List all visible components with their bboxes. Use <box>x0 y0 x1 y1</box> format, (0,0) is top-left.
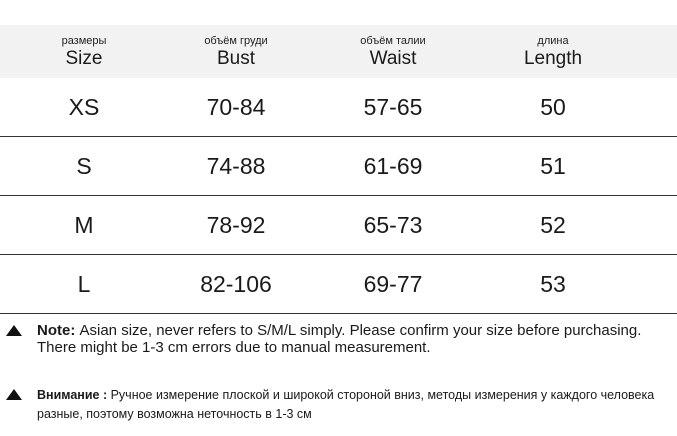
cell-waist: 69-77 <box>363 271 423 297</box>
cell-bust: 70-84 <box>206 94 266 120</box>
header-waist-ru: объём талии <box>360 35 426 47</box>
cell-bust: 78-92 <box>206 212 266 238</box>
note-text-ru: Ручное измерение плоской и широкой сторо… <box>37 388 655 421</box>
table-row: M 78-92 65-73 52 <box>0 196 677 255</box>
note-text: Asian size, never refers to S/M/L simply… <box>37 322 642 356</box>
cell-length: 53 <box>540 271 566 297</box>
table-row: XS 70-84 57-65 50 <box>0 78 677 137</box>
header-bust: объём груди Bust <box>204 25 267 78</box>
cell-bust: 82-106 <box>200 271 272 297</box>
cell-waist: 57-65 <box>363 94 423 120</box>
note-russian: Внимание : Ручное измерение плоской и ши… <box>0 386 677 424</box>
cell-waist: 61-69 <box>363 153 423 179</box>
cell-bust: 74-88 <box>206 153 266 179</box>
header-bust-en: Bust <box>216 48 256 69</box>
size-chart-table: размеры Size объём груди Bust объём тали… <box>0 25 677 314</box>
header-length-en: Length <box>523 48 583 69</box>
cell-size: XS <box>68 94 100 120</box>
warning-triangle-icon <box>6 389 22 400</box>
cell-length: 51 <box>540 153 566 179</box>
cell-size: L <box>77 271 91 297</box>
cell-waist: 65-73 <box>363 212 423 238</box>
cell-size: M <box>74 212 94 238</box>
table-row: S 74-88 61-69 51 <box>0 137 677 196</box>
cell-length: 50 <box>540 94 566 120</box>
warning-triangle-icon <box>6 325 22 336</box>
cell-length: 52 <box>540 212 566 238</box>
cell-size: S <box>76 153 92 179</box>
notes-section: Note: Asian size, never refers to S/M/L … <box>0 322 677 424</box>
header-length-ru: длина <box>537 35 569 47</box>
note-label: Note: <box>37 322 80 339</box>
header-length: длина Length <box>524 25 582 78</box>
header-size: размеры Size <box>62 25 107 78</box>
note-label-ru: Внимание : <box>37 388 111 402</box>
header-size-ru: размеры <box>61 35 107 47</box>
header-bust-ru: объём груди <box>204 35 268 47</box>
header-waist-en: Waist <box>369 48 417 69</box>
header-waist: объём талии Waist <box>360 25 425 78</box>
table-header: размеры Size объём груди Bust объём тали… <box>0 25 677 78</box>
header-size-en: Size <box>65 48 103 69</box>
table-row: L 82-106 69-77 53 <box>0 255 677 314</box>
note-english: Note: Asian size, never refers to S/M/L … <box>0 322 677 356</box>
